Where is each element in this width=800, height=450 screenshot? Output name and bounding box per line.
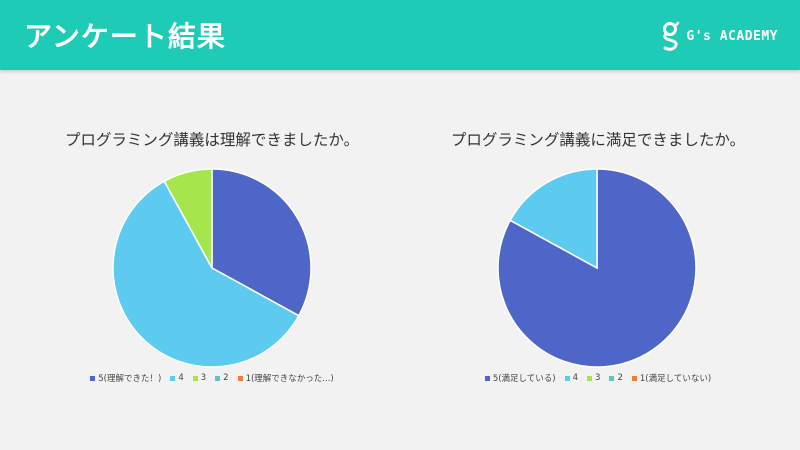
legend-label: 2 bbox=[617, 373, 623, 383]
legend-label: 4 bbox=[572, 373, 579, 383]
legend-item: 4 bbox=[170, 372, 184, 384]
legend-understanding: 5(理解できた！) 4 3 2 1(理解できなかった...) bbox=[22, 372, 402, 384]
legend-item: 1(理解できなかった...) bbox=[237, 372, 334, 384]
legend-item: 2 bbox=[609, 372, 623, 384]
pie-slice bbox=[509, 168, 598, 270]
legend-swatch bbox=[609, 375, 615, 381]
legend-swatch bbox=[587, 375, 593, 381]
legend-item: 4 bbox=[564, 372, 579, 384]
legend-label: 5(理解できた！) bbox=[98, 374, 162, 384]
legend-item: 5(満足している) bbox=[484, 372, 556, 384]
legend-swatch bbox=[192, 375, 198, 381]
legend-item: 5(理解できた！) bbox=[90, 372, 161, 384]
pie-slice bbox=[112, 180, 300, 368]
chart-title-satisfaction: プログラミング講義に満足できましたか。 bbox=[450, 131, 746, 149]
legend-swatch bbox=[484, 375, 490, 381]
brand: G's ACADEMY bbox=[660, 18, 778, 54]
legend-item: 3 bbox=[587, 372, 600, 384]
legend-item: 3 bbox=[192, 372, 207, 384]
legend-item: 2 bbox=[215, 372, 229, 384]
chart-understanding: プログラミング講義は理解できましたか。 5(理解できた！) 4 3 2 1(理解できなか… bbox=[22, 120, 402, 410]
header-bar: アンケート結果 G's ACADEMY bbox=[0, 0, 800, 70]
legend-item: 1(満足していない) bbox=[631, 372, 712, 384]
legend-swatch bbox=[90, 375, 96, 381]
legend-label: 5(満足している) bbox=[492, 374, 556, 384]
pie-chart-understanding bbox=[112, 168, 312, 368]
page-title: アンケート結果 bbox=[24, 20, 226, 53]
gs-academy-logo-icon bbox=[663, 21, 680, 51]
pie-chart-satisfaction bbox=[497, 168, 697, 368]
legend-label: 3 bbox=[200, 373, 207, 383]
legend-satisfaction: 5(満足している) 4 3 2 1(満足していない) bbox=[408, 372, 788, 384]
legend-label: 2 bbox=[223, 373, 229, 383]
legend-label: 1(理解できなかった...) bbox=[245, 374, 334, 384]
legend-swatch bbox=[564, 375, 570, 381]
legend-label: 1(満足していない) bbox=[639, 374, 712, 384]
legend-swatch bbox=[215, 375, 221, 381]
legend-label: 3 bbox=[595, 373, 601, 383]
pie-slice bbox=[163, 168, 213, 269]
brand-name: G's ACADEMY bbox=[686, 28, 778, 44]
legend-label: 4 bbox=[178, 373, 184, 383]
pie-slice bbox=[211, 168, 312, 317]
legend-swatch bbox=[631, 375, 637, 381]
legend-swatch bbox=[237, 375, 243, 381]
legend-swatch bbox=[170, 375, 176, 381]
chart-satisfaction: プログラミング講義に満足できましたか。 5(満足している) 4 3 2 1(満足していな… bbox=[408, 120, 788, 410]
chart-title-understanding: プログラミング講義は理解できましたか。 bbox=[64, 131, 360, 149]
